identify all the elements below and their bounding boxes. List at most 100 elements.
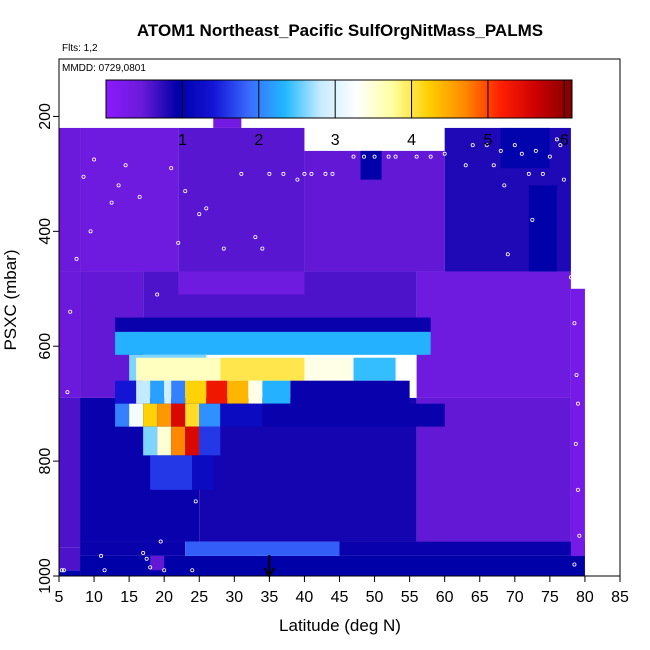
x-axis: 5 10 15 20 25 30 35 40 45 50 55 60 65 70 75 80 85 — [55, 576, 629, 606]
sample-point — [260, 246, 265, 251]
sample-point — [414, 154, 419, 159]
heatmap-cell — [192, 455, 214, 490]
x-axis-label: Latitude (deg N) — [279, 616, 401, 635]
sample-point — [88, 229, 93, 234]
x-tick-label: 50 — [366, 589, 384, 606]
sample-point — [267, 171, 272, 176]
x-tick-label: 5 — [55, 589, 64, 606]
sample-point — [253, 235, 258, 240]
sample-point — [574, 372, 579, 377]
sample-point — [372, 154, 377, 159]
heatmap-cell — [59, 547, 81, 571]
sample-point — [169, 166, 174, 171]
sample-point — [470, 143, 475, 148]
marker-head — [263, 567, 276, 578]
y-tick-label: 600 — [37, 333, 54, 360]
heatmap-cell — [150, 380, 165, 404]
sample-point — [362, 154, 367, 159]
sample-point — [190, 568, 195, 573]
heatmap-cell — [59, 127, 81, 272]
heatmap-cell — [185, 426, 200, 456]
sample-point — [540, 171, 545, 176]
x-tick-label: 35 — [260, 589, 278, 606]
sample-point — [498, 148, 503, 153]
x-tick-label: 45 — [331, 589, 349, 606]
sample-point — [519, 151, 524, 156]
heatmap-cell — [143, 426, 158, 456]
colorbar-tick-label: 6 — [560, 132, 569, 149]
heatmap-cell — [80, 541, 186, 556]
x-tick-label: 80 — [576, 589, 594, 606]
sample-point — [558, 143, 563, 148]
colorbar-tick-label: 3 — [331, 132, 340, 149]
sample-point — [575, 401, 580, 406]
heatmap-cell — [157, 426, 172, 456]
heatmap-cell — [59, 271, 81, 398]
heatmap-cell — [80, 555, 585, 576]
sample-point — [351, 154, 356, 159]
heatmap-cell — [185, 380, 207, 404]
sample-point — [502, 183, 507, 188]
heatmap-cell — [304, 357, 354, 381]
sample-point — [309, 171, 314, 176]
y-axis-label: PSXC (mbar) — [1, 249, 20, 350]
sample-point — [573, 441, 578, 446]
heatmap-cell — [157, 403, 172, 427]
sample-point — [61, 568, 66, 573]
sample-point — [109, 200, 114, 205]
sample-point — [141, 551, 146, 556]
colorbar-gradient — [105, 79, 573, 119]
heatmap-cell — [206, 380, 228, 404]
sample-point — [162, 568, 167, 573]
sample-point — [155, 292, 160, 297]
x-tick-label: 20 — [155, 589, 173, 606]
sample-point — [554, 137, 559, 142]
x-tick-label: 40 — [296, 589, 314, 606]
sample-point — [193, 499, 198, 504]
heatmap-cell — [220, 403, 263, 427]
latitude-marker-arrow — [263, 555, 276, 578]
heatmap-cell — [59, 397, 81, 548]
heatmap-cell — [570, 288, 585, 556]
heatmap-cell — [220, 357, 305, 381]
sample-point — [386, 154, 391, 159]
x-tick-label: 30 — [225, 589, 243, 606]
sample-point — [505, 252, 510, 257]
heatmap-cell — [290, 380, 410, 404]
x-tick-label: 65 — [471, 589, 489, 606]
sample-point — [463, 163, 468, 168]
heatmap-cell — [150, 555, 165, 571]
heatmap-cell — [262, 380, 291, 404]
heatmap-cell — [129, 403, 144, 427]
colorbar: 1 2 3 4 5 6 — [105, 79, 573, 149]
heatmap-cell — [136, 380, 151, 404]
sample-point — [102, 568, 107, 573]
heatmap-cell — [136, 357, 221, 381]
heatmap-cell — [150, 455, 193, 490]
sample-point — [561, 177, 566, 182]
sample-point — [530, 217, 535, 222]
sample-point — [575, 487, 580, 492]
sample-point — [116, 183, 121, 188]
sample-point — [572, 321, 577, 326]
sample-point — [65, 390, 70, 395]
sample-point — [330, 171, 335, 176]
sample-point — [221, 246, 226, 251]
x-tick-label: 75 — [541, 589, 559, 606]
flights-label: Flts: 1,2 — [62, 43, 98, 54]
sample-point — [197, 212, 202, 217]
heatmap-cell — [199, 426, 221, 456]
sample-point — [144, 556, 149, 561]
heatmap-cell — [227, 380, 249, 404]
colorbar-ticks: 1 2 3 4 5 6 — [178, 80, 569, 149]
colorbar-tick-label: 1 — [178, 132, 187, 149]
heatmap-cell — [164, 380, 172, 404]
sample-point — [295, 177, 300, 182]
y-axis: 200 400 600 800 1000 — [37, 103, 59, 594]
heatmap-cell — [500, 127, 550, 169]
sample-point — [123, 163, 128, 168]
sample-point — [204, 206, 209, 211]
sample-point — [59, 568, 64, 573]
sample-point — [547, 154, 552, 159]
